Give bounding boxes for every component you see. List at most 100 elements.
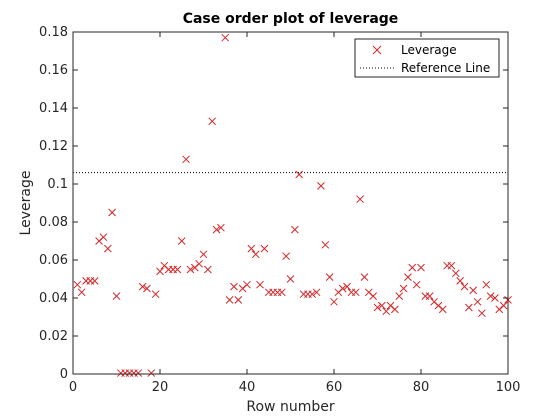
y-tick-label: 0.04: [39, 291, 68, 306]
leverage-point: [103, 244, 112, 253]
legend-label-leverage: Leverage: [401, 43, 457, 57]
leverage-point: [491, 294, 499, 302]
leverage-point: [395, 292, 404, 300]
x-tick-label: 0: [69, 380, 77, 395]
leverage-point: [425, 292, 434, 300]
leverage-point: [173, 265, 182, 274]
leverage-point: [230, 282, 238, 291]
legend-marker-leverage: [372, 45, 382, 55]
legend-entry-reference-line: Reference Line: [360, 61, 490, 75]
leverage-point: [408, 263, 417, 272]
plot-frame: [72, 31, 509, 375]
leverage-point: [473, 297, 482, 306]
leverage-point: [438, 305, 447, 314]
leverage-point: [208, 117, 217, 126]
leverage-point: [486, 292, 495, 300]
leverage-point: [412, 280, 421, 289]
leverage-point: [251, 250, 260, 259]
leverage-point: [256, 280, 264, 289]
plot-area: [73, 32, 508, 374]
leverage-point: [478, 309, 486, 318]
legend-label-reference-line: Reference Line: [401, 61, 490, 75]
leverage-point: [108, 208, 117, 217]
x-axis-label: Row number: [246, 399, 334, 415]
leverage-point: [290, 225, 299, 234]
x-tick-label: 100: [496, 380, 521, 395]
leverage-point: [382, 307, 391, 316]
leverage-points: [73, 33, 512, 377]
leverage-point: [469, 286, 478, 295]
legend: Leverage Reference Line: [354, 38, 500, 78]
leverage-point: [286, 275, 295, 283]
x-tick-label: 60: [326, 380, 343, 395]
leverage-point: [351, 288, 360, 297]
leverage-point: [377, 301, 386, 310]
y-tick-label: 0.08: [39, 215, 68, 230]
leverage-point: [277, 288, 286, 297]
x-tick-label: 20: [152, 380, 169, 395]
leverage-point: [247, 244, 256, 253]
leverage-point: [99, 233, 108, 242]
leverage-point: [482, 280, 491, 289]
leverage-point: [356, 195, 364, 204]
leverage-point: [243, 280, 251, 289]
leverage-point: [90, 277, 99, 285]
x-tick-label: 80: [413, 380, 430, 395]
leverage-point: [404, 273, 412, 281]
leverage-point: [217, 223, 225, 232]
y-tick-label: 0.18: [39, 25, 68, 40]
leverage-point: [199, 250, 208, 259]
leverage-point: [156, 267, 164, 276]
leverage-point: [77, 288, 86, 297]
y-axis-ticks: 0 0.02 0.04 0.06 0.08 0.1 0.12 0.14 0.16 0.18: [39, 25, 508, 382]
y-tick-label: 0: [60, 367, 68, 382]
leverage-point: [221, 33, 230, 42]
leverage-point: [177, 237, 186, 245]
leverage-point: [147, 369, 156, 377]
leverage-point: [499, 301, 508, 310]
leverage-point: [212, 225, 221, 234]
leverage-point: [73, 280, 82, 289]
legend-box: [354, 38, 500, 78]
leverage-point: [391, 305, 399, 314]
leverage-point: [451, 269, 460, 278]
leverage-point: [360, 273, 369, 281]
leverage-point: [369, 292, 378, 300]
leverage-point: [460, 282, 469, 291]
leverage-point: [456, 277, 465, 285]
leverage-point: [447, 261, 456, 270]
leverage-point: [203, 265, 212, 274]
leverage-point: [373, 303, 382, 312]
leverage-point: [417, 263, 425, 272]
leverage-point: [317, 182, 325, 190]
leverage-point: [134, 369, 143, 377]
leverage-point: [338, 284, 347, 293]
leverage-point: [282, 252, 291, 261]
leverage-point: [399, 284, 408, 293]
leverage-point: [260, 244, 269, 253]
y-tick-label: 0.1: [47, 177, 68, 192]
leverage-point: [112, 292, 121, 300]
chart-title: Case order plot of leverage: [183, 11, 399, 27]
leverage-point: [308, 290, 317, 299]
y-axis-label: Leverage: [18, 171, 34, 236]
leverage-point: [464, 303, 473, 312]
x-axis-ticks: 0 20 40 60 80 100: [69, 32, 521, 395]
leverage-point: [151, 290, 160, 299]
leverage-point: [138, 282, 147, 291]
leverage-point: [325, 273, 334, 281]
leverage-point: [321, 240, 330, 249]
y-tick-label: 0.14: [39, 101, 68, 116]
leverage-point: [182, 155, 190, 164]
leverage-point: [234, 296, 243, 304]
leverage-point: [195, 259, 204, 268]
leverage-point: [143, 284, 151, 293]
leverage-point: [343, 282, 351, 291]
x-tick-label: 40: [239, 380, 256, 395]
y-tick-label: 0.12: [39, 139, 68, 154]
leverage-point: [186, 265, 195, 274]
legend-entry-leverage: Leverage: [372, 43, 457, 57]
leverage-point: [312, 288, 321, 297]
y-tick-label: 0.06: [39, 253, 68, 268]
